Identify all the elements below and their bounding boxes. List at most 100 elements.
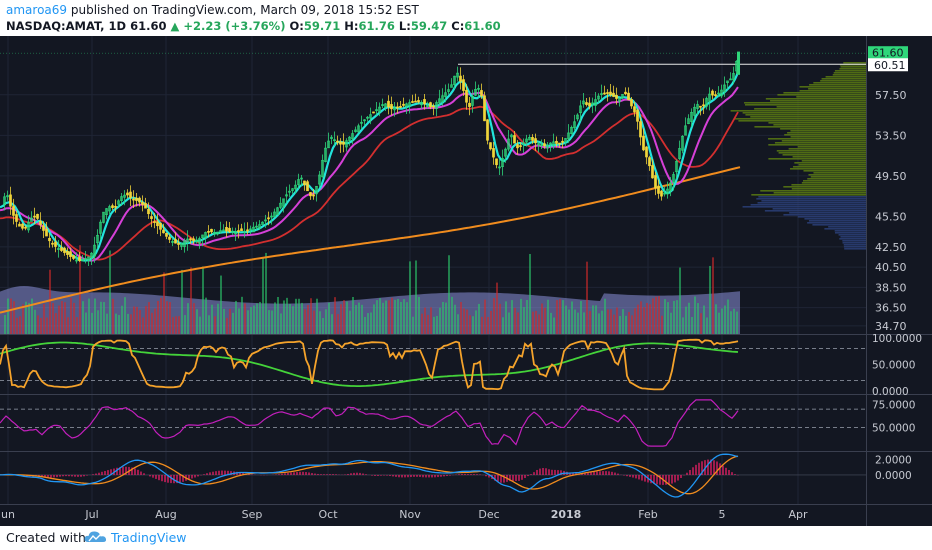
candle-body: [207, 230, 210, 233]
tradingview-brand-link[interactable]: TradingView: [111, 530, 187, 545]
volume-bar: [226, 317, 228, 334]
candle-body: [267, 217, 270, 220]
volume-bar: [514, 307, 516, 334]
volume-profile-bar: [843, 62, 866, 64]
volume-profile-bar: [758, 196, 866, 198]
candle-body: [564, 138, 567, 143]
candle-body: [81, 259, 84, 262]
volume-bar: [346, 301, 348, 334]
volume-bar: [34, 309, 36, 334]
volume-bar: [415, 260, 417, 334]
candle-body: [486, 119, 489, 141]
candle-body: [591, 102, 594, 105]
volume-bar: [37, 315, 39, 334]
volume-bar: [112, 298, 114, 334]
volume-profile-bar: [773, 192, 866, 194]
ema-slow-line: [0, 86, 739, 262]
author-link[interactable]: amaroa69: [6, 3, 68, 17]
volume-bar: [217, 303, 219, 334]
candle-body: [84, 258, 87, 260]
candle-body: [369, 114, 372, 119]
chart-footer: Created with TradingView: [0, 526, 932, 550]
volume-bar: [394, 299, 396, 334]
candle-body: [282, 198, 285, 207]
volume-bar: [586, 261, 588, 334]
candle-body: [720, 89, 723, 97]
volume-bar: [241, 296, 243, 334]
price-tick-7: 36.50: [875, 302, 907, 315]
publish-line: amaroa69 published on TradingView.com, M…: [6, 3, 419, 17]
volume-profile-bar: [809, 84, 866, 86]
candle-body: [126, 192, 129, 196]
volume-bar: [7, 298, 9, 334]
volume-profile-bar: [768, 122, 866, 124]
volume-profile-bar: [791, 188, 866, 190]
tradingview-cloud-icon[interactable]: [84, 530, 108, 547]
volume-bar: [616, 307, 618, 334]
candle-body: [60, 247, 63, 251]
candle-body: [567, 132, 570, 140]
volume-bar: [310, 298, 312, 334]
close-value: 61.60: [464, 19, 501, 33]
candle-body: [291, 188, 294, 191]
volume-bar: [343, 300, 345, 334]
volume-profile-bar: [843, 244, 866, 246]
x-tick-0: un: [1, 508, 15, 521]
volume-profile-bar: [810, 176, 866, 178]
candle-body: [303, 180, 306, 185]
volume-bar: [256, 303, 258, 334]
volume-profile-bar: [768, 138, 866, 140]
candle-body: [270, 215, 273, 218]
volume-profile-bar: [757, 202, 866, 204]
candle-body: [168, 236, 171, 240]
candle-body: [228, 227, 231, 232]
candle-body: [588, 102, 591, 107]
volume-bar: [673, 300, 675, 334]
volume-profile-bar: [768, 158, 866, 160]
candle-body: [489, 142, 492, 150]
candle-body: [393, 107, 396, 111]
volume-bar: [538, 314, 540, 334]
volume-profile-bar: [734, 118, 866, 120]
volume-profile-bar: [770, 100, 866, 102]
volume-bar: [46, 317, 48, 334]
volume-profile-bar: [750, 204, 866, 206]
volume-bar: [556, 300, 558, 334]
candle-body: [525, 138, 528, 143]
candle-body: [231, 231, 234, 233]
candle-body: [705, 98, 708, 107]
candle-body: [120, 196, 123, 201]
candle-body: [729, 78, 732, 81]
x-tick-8: Feb: [638, 508, 657, 521]
price-tick-0: 57.50: [875, 89, 907, 102]
candle-body: [363, 119, 366, 122]
volume-bar: [172, 317, 174, 334]
volume-bar: [544, 307, 546, 334]
volume-bar: [442, 301, 444, 334]
candle-body: [465, 89, 468, 103]
candle-body: [726, 80, 729, 83]
volume-bar: [4, 314, 6, 334]
price-chart[interactable]: 57.50 53.50 49.50 45.50 42.50 40.50 38.50 36.50…: [0, 36, 932, 526]
volume-bar: [469, 315, 471, 334]
x-tick-9: 5: [719, 508, 726, 521]
volume-bar: [484, 299, 486, 334]
candle-body: [333, 139, 336, 142]
candle-body: [651, 165, 654, 179]
candle-body: [21, 223, 24, 229]
volume-bar: [163, 272, 165, 334]
open-label: O:: [289, 19, 304, 33]
volume-bar: [265, 252, 267, 334]
volume-bar: [271, 310, 273, 334]
volume-profile-bar: [791, 184, 866, 186]
candle-body: [90, 252, 93, 258]
volume-profile-bar: [789, 212, 866, 214]
candle-body: [351, 133, 354, 140]
x-tick-5: Nov: [399, 508, 421, 521]
volume-bar: [274, 302, 276, 334]
candle-body: [213, 231, 216, 235]
volume-bar: [157, 300, 159, 334]
volume-profile-bar: [787, 132, 866, 134]
candle-body: [192, 238, 195, 241]
volume-bar: [400, 302, 402, 334]
